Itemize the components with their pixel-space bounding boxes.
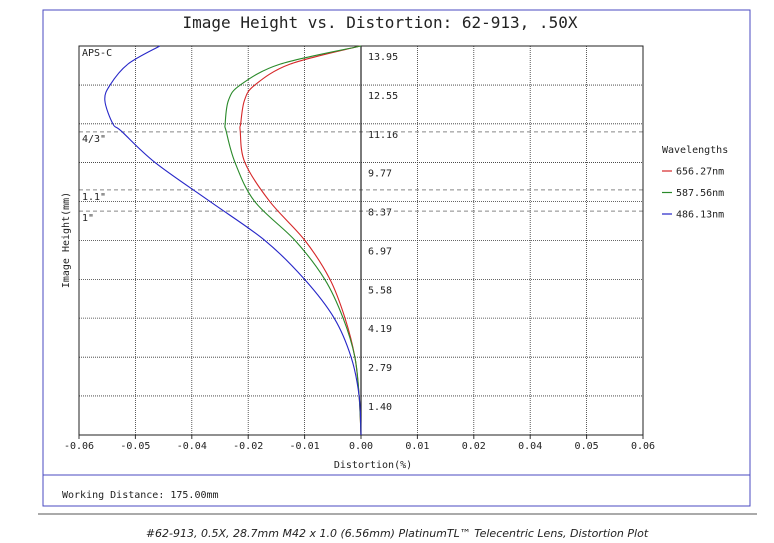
x-tick-label: 0.05 bbox=[575, 441, 599, 452]
series-line bbox=[224, 45, 362, 436]
sensor-label: 4/3" bbox=[82, 134, 106, 145]
series-line bbox=[239, 45, 362, 436]
y-axis-label: Image Height(mm) bbox=[61, 192, 72, 288]
x-tick-label: 0.04 bbox=[518, 441, 542, 452]
x-tick-label: 0.00 bbox=[349, 441, 373, 452]
series-line bbox=[104, 45, 362, 436]
y-tick-label: 5.58 bbox=[368, 285, 392, 296]
legend-title: Wavelengths bbox=[662, 145, 728, 156]
y-tick-label: 4.19 bbox=[368, 324, 392, 335]
sensor-label: 1.1" bbox=[82, 192, 106, 203]
y-tick-label: 12.55 bbox=[368, 91, 398, 102]
legend-label: 587.56nm bbox=[676, 188, 724, 199]
y-tick-label: 1.40 bbox=[368, 402, 392, 413]
y-tick-label: 11.16 bbox=[368, 130, 398, 141]
x-tick-label: -0.05 bbox=[120, 441, 150, 452]
x-tick-label: -0.01 bbox=[290, 441, 320, 452]
y-tick-label: 8.37 bbox=[368, 208, 392, 219]
y-tick-label: 2.79 bbox=[368, 363, 392, 374]
legend-label: 486.13nm bbox=[676, 210, 724, 221]
sensor-label: APS-C bbox=[82, 48, 112, 59]
y-tick-label: 9.77 bbox=[368, 169, 392, 180]
y-tick-label: 13.95 bbox=[368, 52, 398, 63]
x-tick-label: -0.02 bbox=[233, 441, 263, 452]
x-tick-label: -0.06 bbox=[64, 441, 94, 452]
legend-label: 656.27nm bbox=[676, 167, 724, 178]
caption: #62-913, 0.5X, 28.7mm M42 x 1.0 (6.56mm)… bbox=[146, 527, 649, 540]
sensor-label: 1" bbox=[82, 213, 94, 224]
x-axis-label: Distortion(%) bbox=[334, 460, 412, 471]
x-tick-label: 0.01 bbox=[405, 441, 429, 452]
footer: Working Distance: 175.00mm bbox=[62, 490, 219, 501]
y-tick-label: 6.97 bbox=[368, 247, 392, 258]
x-tick-label: 0.06 bbox=[631, 441, 655, 452]
x-tick-label: -0.04 bbox=[177, 441, 207, 452]
outer-frame bbox=[42, 9, 751, 507]
x-tick-label: 0.02 bbox=[462, 441, 486, 452]
chart-title: Image Height vs. Distortion: 62-913, .50… bbox=[183, 13, 578, 32]
